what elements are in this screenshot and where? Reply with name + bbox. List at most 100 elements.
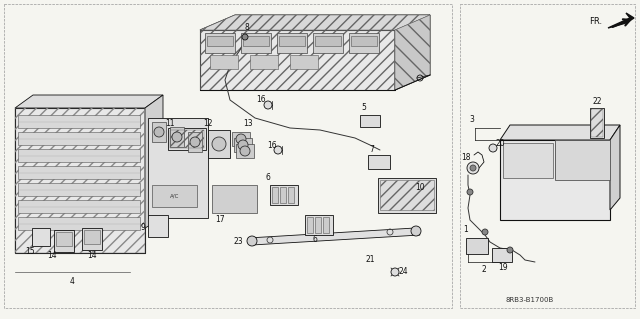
Bar bbox=[466, 238, 488, 254]
Text: 16: 16 bbox=[256, 95, 266, 105]
Circle shape bbox=[489, 144, 497, 152]
Text: 16: 16 bbox=[267, 140, 277, 150]
Bar bbox=[84, 230, 100, 244]
Circle shape bbox=[467, 162, 479, 174]
Bar bbox=[18, 115, 140, 128]
Circle shape bbox=[212, 137, 226, 151]
Bar bbox=[307, 217, 313, 233]
Text: 21: 21 bbox=[365, 256, 375, 264]
Bar bbox=[18, 183, 140, 196]
Bar bbox=[210, 55, 238, 69]
Bar bbox=[380, 180, 434, 210]
Bar bbox=[148, 215, 168, 237]
Bar bbox=[168, 128, 206, 150]
Circle shape bbox=[411, 226, 421, 236]
Text: 19: 19 bbox=[498, 263, 508, 271]
Bar bbox=[200, 30, 395, 90]
Bar bbox=[503, 143, 553, 178]
Bar bbox=[208, 130, 230, 158]
Bar bbox=[378, 178, 436, 213]
Circle shape bbox=[238, 140, 248, 150]
Bar bbox=[18, 132, 140, 145]
Bar bbox=[250, 55, 278, 69]
Bar bbox=[56, 232, 72, 246]
Bar bbox=[555, 140, 610, 180]
Bar bbox=[500, 140, 610, 220]
Text: 12: 12 bbox=[204, 118, 212, 128]
Bar bbox=[272, 187, 278, 203]
Polygon shape bbox=[610, 125, 620, 210]
Bar bbox=[188, 132, 202, 152]
Bar bbox=[32, 228, 50, 246]
Text: FR.: FR. bbox=[589, 18, 602, 26]
Bar bbox=[82, 228, 102, 250]
Text: 22: 22 bbox=[592, 98, 602, 107]
Bar bbox=[18, 217, 140, 230]
Text: 5: 5 bbox=[362, 103, 367, 113]
Text: 10: 10 bbox=[415, 182, 425, 191]
Bar bbox=[349, 33, 379, 53]
Text: 9: 9 bbox=[141, 224, 145, 233]
Bar bbox=[492, 248, 512, 262]
Bar bbox=[277, 33, 307, 53]
Text: A/C: A/C bbox=[170, 194, 180, 198]
Circle shape bbox=[391, 268, 399, 276]
Circle shape bbox=[274, 146, 282, 154]
Bar bbox=[236, 144, 254, 158]
Text: 13: 13 bbox=[243, 118, 253, 128]
Circle shape bbox=[467, 189, 473, 195]
Text: 8: 8 bbox=[244, 24, 250, 33]
Bar bbox=[305, 215, 333, 235]
Bar bbox=[152, 185, 197, 207]
Text: 6: 6 bbox=[312, 235, 317, 244]
Circle shape bbox=[236, 134, 246, 144]
Circle shape bbox=[242, 34, 248, 40]
Bar bbox=[152, 122, 166, 142]
Bar bbox=[368, 155, 390, 169]
Polygon shape bbox=[248, 228, 420, 245]
Circle shape bbox=[190, 137, 200, 147]
Bar bbox=[170, 127, 184, 147]
Text: 7: 7 bbox=[369, 145, 374, 153]
Circle shape bbox=[154, 127, 164, 137]
Circle shape bbox=[240, 146, 250, 156]
Polygon shape bbox=[395, 15, 430, 90]
Bar bbox=[241, 33, 271, 53]
Bar bbox=[590, 108, 604, 138]
Text: 8RB3-B1700B: 8RB3-B1700B bbox=[506, 297, 554, 303]
Polygon shape bbox=[500, 125, 620, 140]
Bar bbox=[315, 217, 321, 233]
Text: 20: 20 bbox=[495, 138, 505, 147]
Text: 15: 15 bbox=[25, 247, 35, 256]
Text: 23: 23 bbox=[233, 238, 243, 247]
Bar bbox=[18, 200, 140, 213]
Circle shape bbox=[247, 236, 257, 246]
Bar bbox=[591, 109, 603, 137]
Bar bbox=[207, 36, 233, 46]
Bar bbox=[351, 36, 377, 46]
Text: 1: 1 bbox=[463, 226, 468, 234]
Bar bbox=[290, 55, 318, 69]
Polygon shape bbox=[395, 15, 430, 90]
Text: 18: 18 bbox=[461, 152, 471, 161]
Text: 11: 11 bbox=[165, 118, 175, 128]
Bar bbox=[234, 138, 252, 152]
Polygon shape bbox=[200, 15, 430, 30]
Text: 14: 14 bbox=[47, 251, 57, 261]
Bar bbox=[279, 36, 305, 46]
Text: 3: 3 bbox=[470, 115, 474, 124]
Polygon shape bbox=[145, 95, 163, 228]
Circle shape bbox=[264, 101, 272, 109]
Bar bbox=[555, 143, 605, 178]
Bar bbox=[313, 33, 343, 53]
Bar bbox=[15, 108, 145, 253]
Bar bbox=[170, 130, 204, 148]
Text: 17: 17 bbox=[215, 216, 225, 225]
Bar bbox=[54, 230, 74, 252]
Bar bbox=[288, 187, 294, 203]
Bar bbox=[323, 217, 329, 233]
Text: 2: 2 bbox=[482, 265, 486, 275]
Bar bbox=[243, 36, 269, 46]
Bar bbox=[280, 187, 286, 203]
Bar bbox=[18, 166, 140, 179]
